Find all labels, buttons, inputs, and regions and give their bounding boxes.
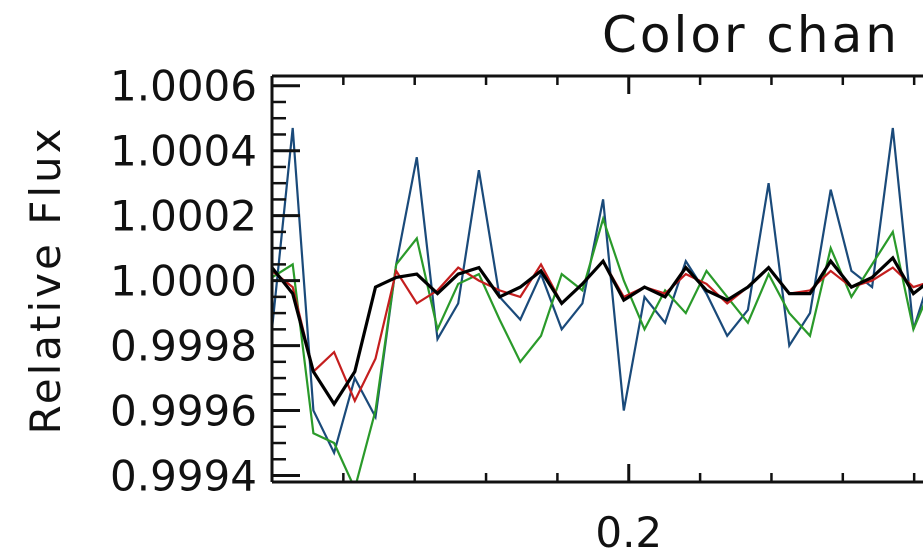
y-tick-label: 1.0006: [110, 62, 257, 111]
chart-title: Color chan: [602, 6, 900, 64]
y-tick-label: 0.9996: [110, 387, 257, 436]
series-line-3: [272, 259, 923, 404]
series-line-1: [272, 127, 923, 456]
y-axis-label: Relative Flux: [21, 125, 70, 434]
y-tick-label: 1.0004: [110, 127, 257, 176]
y-tick-label: 1.0002: [110, 192, 257, 241]
series-line-2: [272, 215, 923, 482]
y-tick-label: 0.9998: [110, 322, 257, 371]
y-tick-label: 1.0000: [110, 257, 257, 306]
x-tick-label: 0.2: [595, 508, 662, 557]
y-tick-label: 0.9994: [110, 452, 257, 501]
series-line-4: [272, 255, 923, 407]
